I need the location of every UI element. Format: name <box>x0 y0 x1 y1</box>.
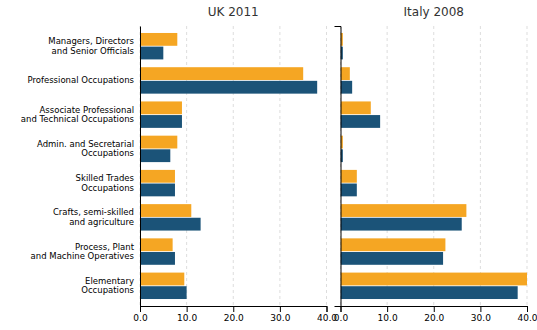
tick-label: 10.0 <box>378 313 398 323</box>
grid-line <box>480 26 481 306</box>
bar-series <box>341 47 518 299</box>
bar <box>341 218 462 231</box>
bar <box>341 115 381 128</box>
tick: 30.0 <box>471 306 491 323</box>
bar <box>140 47 163 60</box>
tick: 10.0 <box>378 306 398 323</box>
tick-mark <box>527 306 528 312</box>
bar <box>140 149 170 162</box>
tick: 10.0 <box>177 306 197 323</box>
tick-mark <box>480 306 481 312</box>
bar <box>140 273 184 286</box>
tick-label: 0.0 <box>133 313 148 323</box>
tick: Associate Professionaland Technical Occu… <box>21 105 140 124</box>
tick-mark <box>187 306 188 312</box>
bar <box>341 184 357 197</box>
grid-line <box>326 26 327 306</box>
tick: 20.0 <box>224 306 244 323</box>
bars <box>341 33 528 299</box>
panel-title: UK 2011 <box>208 5 259 19</box>
bar <box>140 170 175 183</box>
tick: Skilled TradesOccupations <box>76 173 140 192</box>
bar <box>140 101 182 114</box>
axis-line <box>141 307 328 313</box>
grid <box>140 26 327 306</box>
tick: 20.0 <box>424 306 444 323</box>
bar-series <box>140 33 303 285</box>
tick-label: 20.0 <box>224 313 244 323</box>
grid-line <box>527 26 528 306</box>
category-label: Associate Professionaland Technical Occu… <box>21 105 135 124</box>
tick: Admin. and SecretarialOccupations <box>37 139 140 158</box>
bar <box>341 273 528 286</box>
category-label: ElementaryOccupations <box>81 276 134 295</box>
panel-title: Italy 2008 <box>404 5 464 19</box>
bar <box>140 252 175 265</box>
tick: 0.0 <box>334 306 349 323</box>
grid-line <box>140 26 141 306</box>
grid <box>341 26 528 306</box>
axis-line <box>140 27 141 307</box>
category-label: Professional Occupations <box>27 75 134 85</box>
bar <box>341 170 357 183</box>
tick: 0.0 <box>133 306 148 323</box>
y-axis <box>335 27 342 307</box>
axis-line <box>341 307 528 313</box>
tick-label: 30.0 <box>270 313 290 323</box>
bar <box>140 67 303 80</box>
bar-series <box>140 47 317 299</box>
tick-label: 10.0 <box>177 313 197 323</box>
x-axis: 0.010.020.030.040.0 <box>133 306 337 323</box>
bar <box>341 204 467 217</box>
tick: Process, Plantand Machine Operatives <box>31 242 140 261</box>
tick-mark <box>140 306 141 312</box>
tick-label: 40.0 <box>517 313 537 323</box>
tick-label: 0.0 <box>334 313 349 323</box>
tick: Professional Occupations <box>27 75 140 85</box>
category-label: Crafts, semi-skilledand agriculture <box>53 207 134 226</box>
bar <box>140 204 191 217</box>
panel: 0.0 10.0 20.0 30.0 40.0 Italy 2008 <box>334 5 537 323</box>
bar <box>341 101 371 114</box>
bar <box>341 252 444 265</box>
tick: Crafts, semi-skilledand agriculture <box>53 207 140 226</box>
y-axis: Managers, Directorsand Senior Officials P… <box>21 27 141 307</box>
tick: 40.0 <box>517 306 537 323</box>
bar <box>140 33 177 46</box>
tick-label: 30.0 <box>471 313 491 323</box>
axis-line <box>335 27 342 307</box>
bar <box>140 286 187 299</box>
bar <box>341 81 353 94</box>
tick-mark <box>233 306 234 312</box>
x-axis: 0.0 10.0 20.0 30.0 40.0 <box>334 306 537 323</box>
bar <box>140 238 173 251</box>
category-label: Admin. and SecretarialOccupations <box>37 139 135 158</box>
tick-mark <box>327 306 328 312</box>
tick-mark <box>434 306 435 312</box>
bars <box>140 33 317 299</box>
chart-svg: 0.0 10.0 20.0 30.0 40.0 Managers, Directorsan… <box>0 0 537 330</box>
bar <box>140 81 317 94</box>
bar-series <box>341 33 528 285</box>
bar <box>140 136 177 149</box>
bar <box>341 238 446 251</box>
category-label: Managers, Directorsand Senior Officials <box>48 36 134 55</box>
tick-mark <box>387 306 388 312</box>
bar <box>140 184 175 197</box>
tick-label: 20.0 <box>424 313 444 323</box>
bar <box>341 67 350 80</box>
tick: 30.0 <box>270 306 290 323</box>
tick: Managers, Directorsand Senior Officials <box>48 36 140 55</box>
bar <box>140 218 201 231</box>
category-label: Skilled TradesOccupations <box>76 173 135 192</box>
bar <box>140 115 182 128</box>
category-label: Process, Plantand Machine Operatives <box>31 242 135 261</box>
tick: ElementaryOccupations <box>81 276 140 295</box>
panel: 0.010.020.030.040.0Managers, Directorsan… <box>21 5 337 323</box>
bar <box>341 286 518 299</box>
tick-mark <box>280 306 281 312</box>
